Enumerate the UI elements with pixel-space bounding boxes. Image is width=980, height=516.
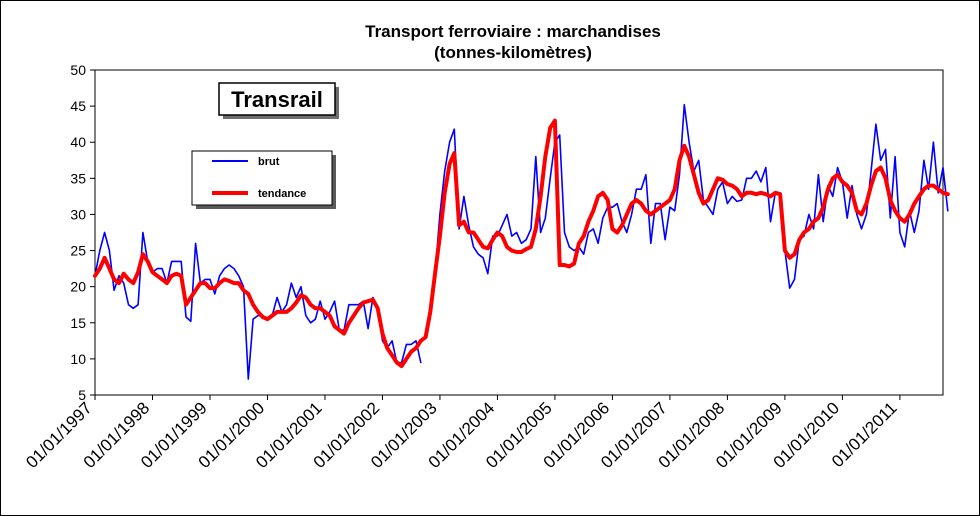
y-tick-label: 40 [70, 134, 86, 150]
plot-area [94, 69, 944, 396]
x-axis: 01/01/199701/01/199801/01/199901/01/2000… [22, 395, 901, 472]
legend: brut tendance [191, 150, 336, 209]
chart-subtitle: (tonnes-kilomètres) [434, 43, 592, 62]
y-axis: 5 10 15 20 25 30 35 40 45 50 [70, 62, 95, 403]
legend-label-tendance: tendance [258, 188, 306, 200]
y-tick-label: 10 [70, 351, 86, 367]
y-tick-label: 50 [70, 62, 86, 78]
y-tick-label: 20 [70, 279, 86, 295]
y-tick-label: 30 [70, 206, 86, 222]
series-layer [93, 103, 950, 380]
series-line-tendance [93, 118, 950, 369]
chart-title: Transport ferroviaire : marchandises [365, 22, 661, 41]
logo-frame [218, 82, 336, 116]
y-tick-label: 25 [70, 243, 86, 259]
y-tick-label: 5 [78, 387, 86, 403]
y-tick-label: 45 [70, 98, 86, 114]
logo-text: Transrail [231, 87, 323, 112]
legend-label-brut: brut [258, 156, 280, 168]
logo-box: Transrail [218, 82, 339, 119]
y-tick-label: 15 [70, 315, 86, 331]
y-tick-label: 35 [70, 170, 86, 186]
